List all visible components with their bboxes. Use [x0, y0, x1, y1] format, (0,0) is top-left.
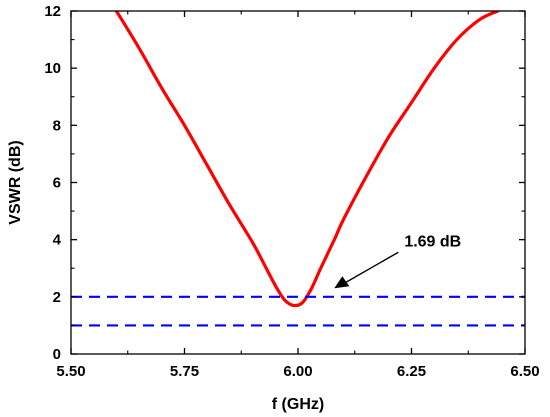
y-tick-label: 2 — [53, 289, 61, 306]
x-tick-label: 5.50 — [56, 363, 85, 380]
plot-frame — [70, 10, 526, 355]
y-tick-label: 8 — [53, 117, 61, 134]
y-tick-label: 4 — [53, 232, 62, 249]
series-group — [71, 11, 525, 327]
x-tick-label: 6.50 — [510, 363, 539, 380]
x-tick-label: 5.75 — [170, 363, 199, 380]
x-axis-title: f (GHz) — [272, 396, 324, 413]
y-axis-title: VSWR (dB) — [7, 140, 24, 224]
y-tick-label: 6 — [53, 175, 61, 192]
x-tick-label: 6.00 — [283, 363, 312, 380]
x-tick-label: 6.25 — [397, 363, 426, 380]
annotation-label: 1.69 dB — [404, 233, 461, 250]
y-tick-label: 0 — [53, 346, 61, 363]
annotation-arrow-line — [343, 251, 399, 284]
vswr-curve — [114, 11, 500, 308]
annotation-arrow-head — [334, 276, 350, 289]
y-tick-label: 10 — [44, 60, 61, 77]
y-tick-label: 12 — [44, 3, 61, 20]
